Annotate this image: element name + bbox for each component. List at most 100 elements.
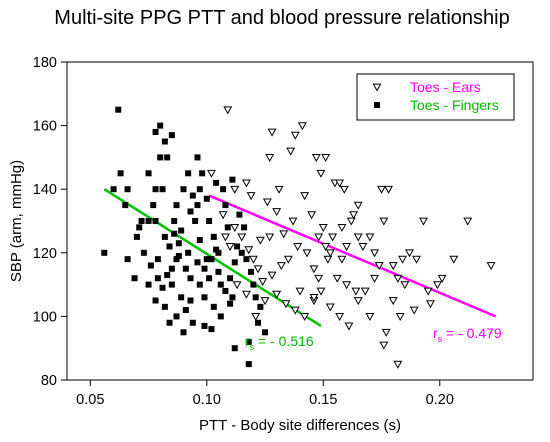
data-point	[353, 201, 363, 210]
data-point	[229, 294, 236, 301]
data-point	[286, 147, 296, 156]
data-point	[279, 230, 289, 239]
data-point	[159, 284, 166, 291]
correlation-annotations: rs = - 0.516 rs = - 0.479	[245, 325, 502, 352]
data-point	[203, 195, 210, 202]
data-point	[215, 268, 222, 275]
data-point	[276, 262, 286, 271]
data-point	[180, 186, 187, 193]
data-point	[426, 300, 435, 309]
data-point	[332, 274, 342, 283]
data-point	[370, 249, 380, 258]
data-point	[384, 185, 393, 194]
data-point	[231, 259, 238, 266]
data-point	[255, 319, 262, 326]
correlation-label: rs = - 0.479	[433, 325, 502, 344]
data-point	[335, 179, 345, 188]
x-axis: 0.05 0.10 0.15 0.20	[76, 380, 454, 408]
data-point	[173, 313, 180, 320]
data-point	[260, 297, 270, 306]
data-point	[337, 223, 347, 232]
data-point	[262, 198, 272, 207]
data-point	[377, 185, 386, 194]
data-point	[220, 233, 230, 242]
data-point	[145, 218, 152, 224]
data-point	[311, 154, 321, 163]
data-point	[365, 233, 375, 242]
data-point	[337, 255, 347, 264]
data-point	[194, 202, 201, 209]
data-point	[194, 154, 201, 161]
data-point	[201, 322, 208, 329]
data-point	[166, 243, 173, 250]
data-point	[346, 217, 356, 226]
data-point	[207, 169, 216, 178]
data-point	[203, 256, 210, 263]
data-point	[248, 268, 255, 275]
data-point	[157, 154, 164, 161]
data-point	[232, 281, 242, 290]
data-point	[194, 259, 201, 266]
x-tick-label: 0.05	[76, 392, 104, 408]
data-point	[388, 297, 398, 306]
data-point	[101, 249, 108, 256]
data-point	[255, 236, 265, 245]
data-point	[379, 341, 389, 350]
data-point	[222, 287, 229, 294]
data-point	[218, 211, 228, 220]
data-point	[274, 185, 284, 194]
data-point	[154, 275, 161, 282]
data-point	[166, 319, 173, 326]
data-point	[231, 345, 238, 352]
data-point	[124, 256, 131, 263]
data-point	[325, 303, 335, 312]
data-point	[309, 265, 319, 274]
data-point	[124, 186, 131, 193]
data-point	[321, 154, 331, 163]
data-point	[262, 329, 269, 336]
correlation-label: rs = - 0.516	[245, 333, 314, 352]
data-point	[344, 322, 354, 331]
data-point	[185, 249, 192, 256]
data-point	[388, 262, 398, 271]
data-point	[196, 237, 203, 244]
data-point	[133, 233, 140, 240]
data-point	[238, 249, 245, 256]
data-point	[168, 281, 175, 288]
data-point	[433, 281, 442, 290]
data-point	[265, 233, 275, 242]
data-point	[229, 176, 236, 183]
data-point	[412, 255, 421, 264]
data-point	[393, 360, 403, 369]
data-point	[316, 169, 326, 178]
data-point	[349, 211, 359, 220]
data-point	[206, 218, 213, 224]
data-point	[244, 246, 254, 255]
data-point	[161, 233, 168, 240]
data-point	[437, 274, 447, 283]
data-point	[189, 192, 196, 199]
data-point	[318, 223, 328, 232]
data-point	[353, 233, 363, 242]
data-point	[245, 338, 252, 345]
data-point	[152, 297, 159, 304]
data-point	[281, 300, 291, 309]
data-point	[140, 249, 147, 256]
x-tick-label: 0.10	[193, 392, 221, 408]
data-point	[117, 170, 124, 177]
data-point	[309, 293, 319, 302]
y-tick-label: 180	[33, 55, 57, 71]
data-point	[152, 128, 159, 135]
data-point	[370, 274, 380, 283]
data-point	[272, 290, 282, 299]
series-toes-fingers	[101, 106, 269, 368]
data-point	[145, 281, 152, 288]
data-point	[419, 217, 428, 226]
data-point	[302, 249, 312, 258]
data-point	[175, 240, 182, 247]
data-point	[210, 233, 217, 240]
data-point	[213, 179, 220, 186]
data-point	[152, 218, 159, 224]
data-point	[360, 287, 370, 296]
data-point	[323, 255, 333, 264]
